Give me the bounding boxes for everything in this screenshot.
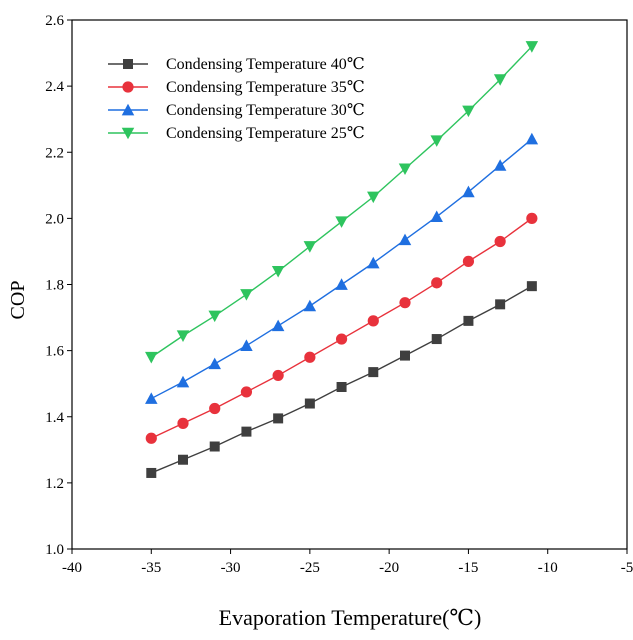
legend: Condensing Temperature 40℃ Condensing Tem… xyxy=(108,56,365,142)
series-3-point xyxy=(271,319,285,332)
series-2-point xyxy=(367,315,379,327)
series-3-point xyxy=(525,132,539,145)
x-tick-label: -15 xyxy=(458,560,478,576)
series-2-point xyxy=(272,369,284,382)
series-1-point xyxy=(178,454,188,465)
series-3-point xyxy=(462,185,475,198)
series-3-point xyxy=(398,233,412,246)
y-tick-label: 2.4 xyxy=(45,79,64,95)
series-2 xyxy=(145,212,538,444)
series-1-point xyxy=(526,281,537,292)
series-2-point xyxy=(240,386,253,398)
x-tick-label: -40 xyxy=(62,560,82,576)
series-1-point xyxy=(146,467,157,478)
series-4-point xyxy=(335,216,348,228)
series-1 xyxy=(146,281,537,478)
legend-label: Condensing Temperature 35℃ xyxy=(166,79,365,96)
legend-marker xyxy=(121,127,135,140)
series-4-point xyxy=(462,105,475,118)
series-3-point xyxy=(208,357,221,370)
series-1-point xyxy=(495,299,506,310)
series-1-line xyxy=(151,285,533,474)
x-tick-label: -30 xyxy=(221,560,241,576)
series-3-point xyxy=(367,256,380,269)
series-4-point xyxy=(208,310,221,323)
y-tick-label: 1.0 xyxy=(45,542,64,558)
axes-layer: -40 -35 -30 -25 -20 -15 -10 -5 1.0 1.2 1.4 1.6 1.8 2.… xyxy=(45,13,633,576)
legend-marker xyxy=(121,103,135,116)
series-1-point xyxy=(304,398,315,409)
series-4-point xyxy=(493,74,507,86)
series-2-point xyxy=(177,417,189,429)
y-tick-label: 1.4 xyxy=(45,410,64,426)
series-3 xyxy=(145,132,539,404)
series-3-point xyxy=(430,210,443,223)
series-2-point xyxy=(399,297,411,309)
series-2-point xyxy=(304,351,316,363)
series-2-point xyxy=(526,212,538,224)
series-4-point xyxy=(176,330,190,342)
legend-marker xyxy=(122,81,134,93)
series-4-point xyxy=(525,41,539,53)
series-3-point xyxy=(240,339,253,351)
legend-label: Condensing Temperature 40℃ xyxy=(166,56,365,73)
legend-label: Condensing Temperature 25℃ xyxy=(166,125,365,142)
x-tick-label: -25 xyxy=(300,560,320,576)
series-2-point xyxy=(335,333,348,345)
y-tick-label: 1.6 xyxy=(45,344,64,360)
series-2-point xyxy=(145,432,157,444)
series-1-point xyxy=(431,334,442,345)
series-3-point xyxy=(493,159,507,171)
y-tick-label: 1.2 xyxy=(45,476,64,492)
series-4-point xyxy=(430,135,443,147)
series-4-point xyxy=(398,163,412,176)
series-4 xyxy=(145,41,539,364)
series-layer xyxy=(145,41,539,478)
series-1-point xyxy=(241,426,252,437)
y-tick-label: 1.8 xyxy=(45,278,64,294)
x-tick-label: -20 xyxy=(379,560,399,576)
series-4-point xyxy=(145,351,158,364)
x-tick-label: -10 xyxy=(538,560,558,576)
y-tick-label: 2.2 xyxy=(45,145,64,161)
series-4-point xyxy=(367,191,380,204)
y-tick-label: 2.0 xyxy=(45,211,64,227)
series-3-point xyxy=(176,375,190,388)
series-2-point xyxy=(494,235,506,248)
series-1-point xyxy=(209,441,220,452)
series-3-point xyxy=(335,278,348,290)
series-4-point xyxy=(240,289,253,301)
series-3-point xyxy=(145,392,158,404)
series-4-point xyxy=(271,265,285,278)
legend-label: Condensing Temperature 30℃ xyxy=(166,102,365,119)
x-tick-label: -35 xyxy=(141,560,161,576)
series-2-point xyxy=(462,255,475,267)
series-2-line xyxy=(150,217,533,439)
series-2-point xyxy=(209,402,221,415)
x-axis-title: Evaporation Temperature(℃) xyxy=(219,605,482,630)
series-1-point xyxy=(336,381,347,392)
series-4-point xyxy=(303,241,317,253)
y-tick-label: 2.6 xyxy=(45,13,64,29)
series-3-point xyxy=(303,299,317,312)
series-1-point xyxy=(400,350,410,361)
series-2-point xyxy=(431,277,443,289)
series-1-point xyxy=(463,315,474,326)
series-3-line xyxy=(150,138,533,400)
y-axis-title: COP xyxy=(7,281,29,320)
series-1-point xyxy=(368,367,379,378)
x-tick-label: -5 xyxy=(621,560,633,576)
legend-marker xyxy=(123,59,133,69)
series-1-point xyxy=(273,413,284,424)
